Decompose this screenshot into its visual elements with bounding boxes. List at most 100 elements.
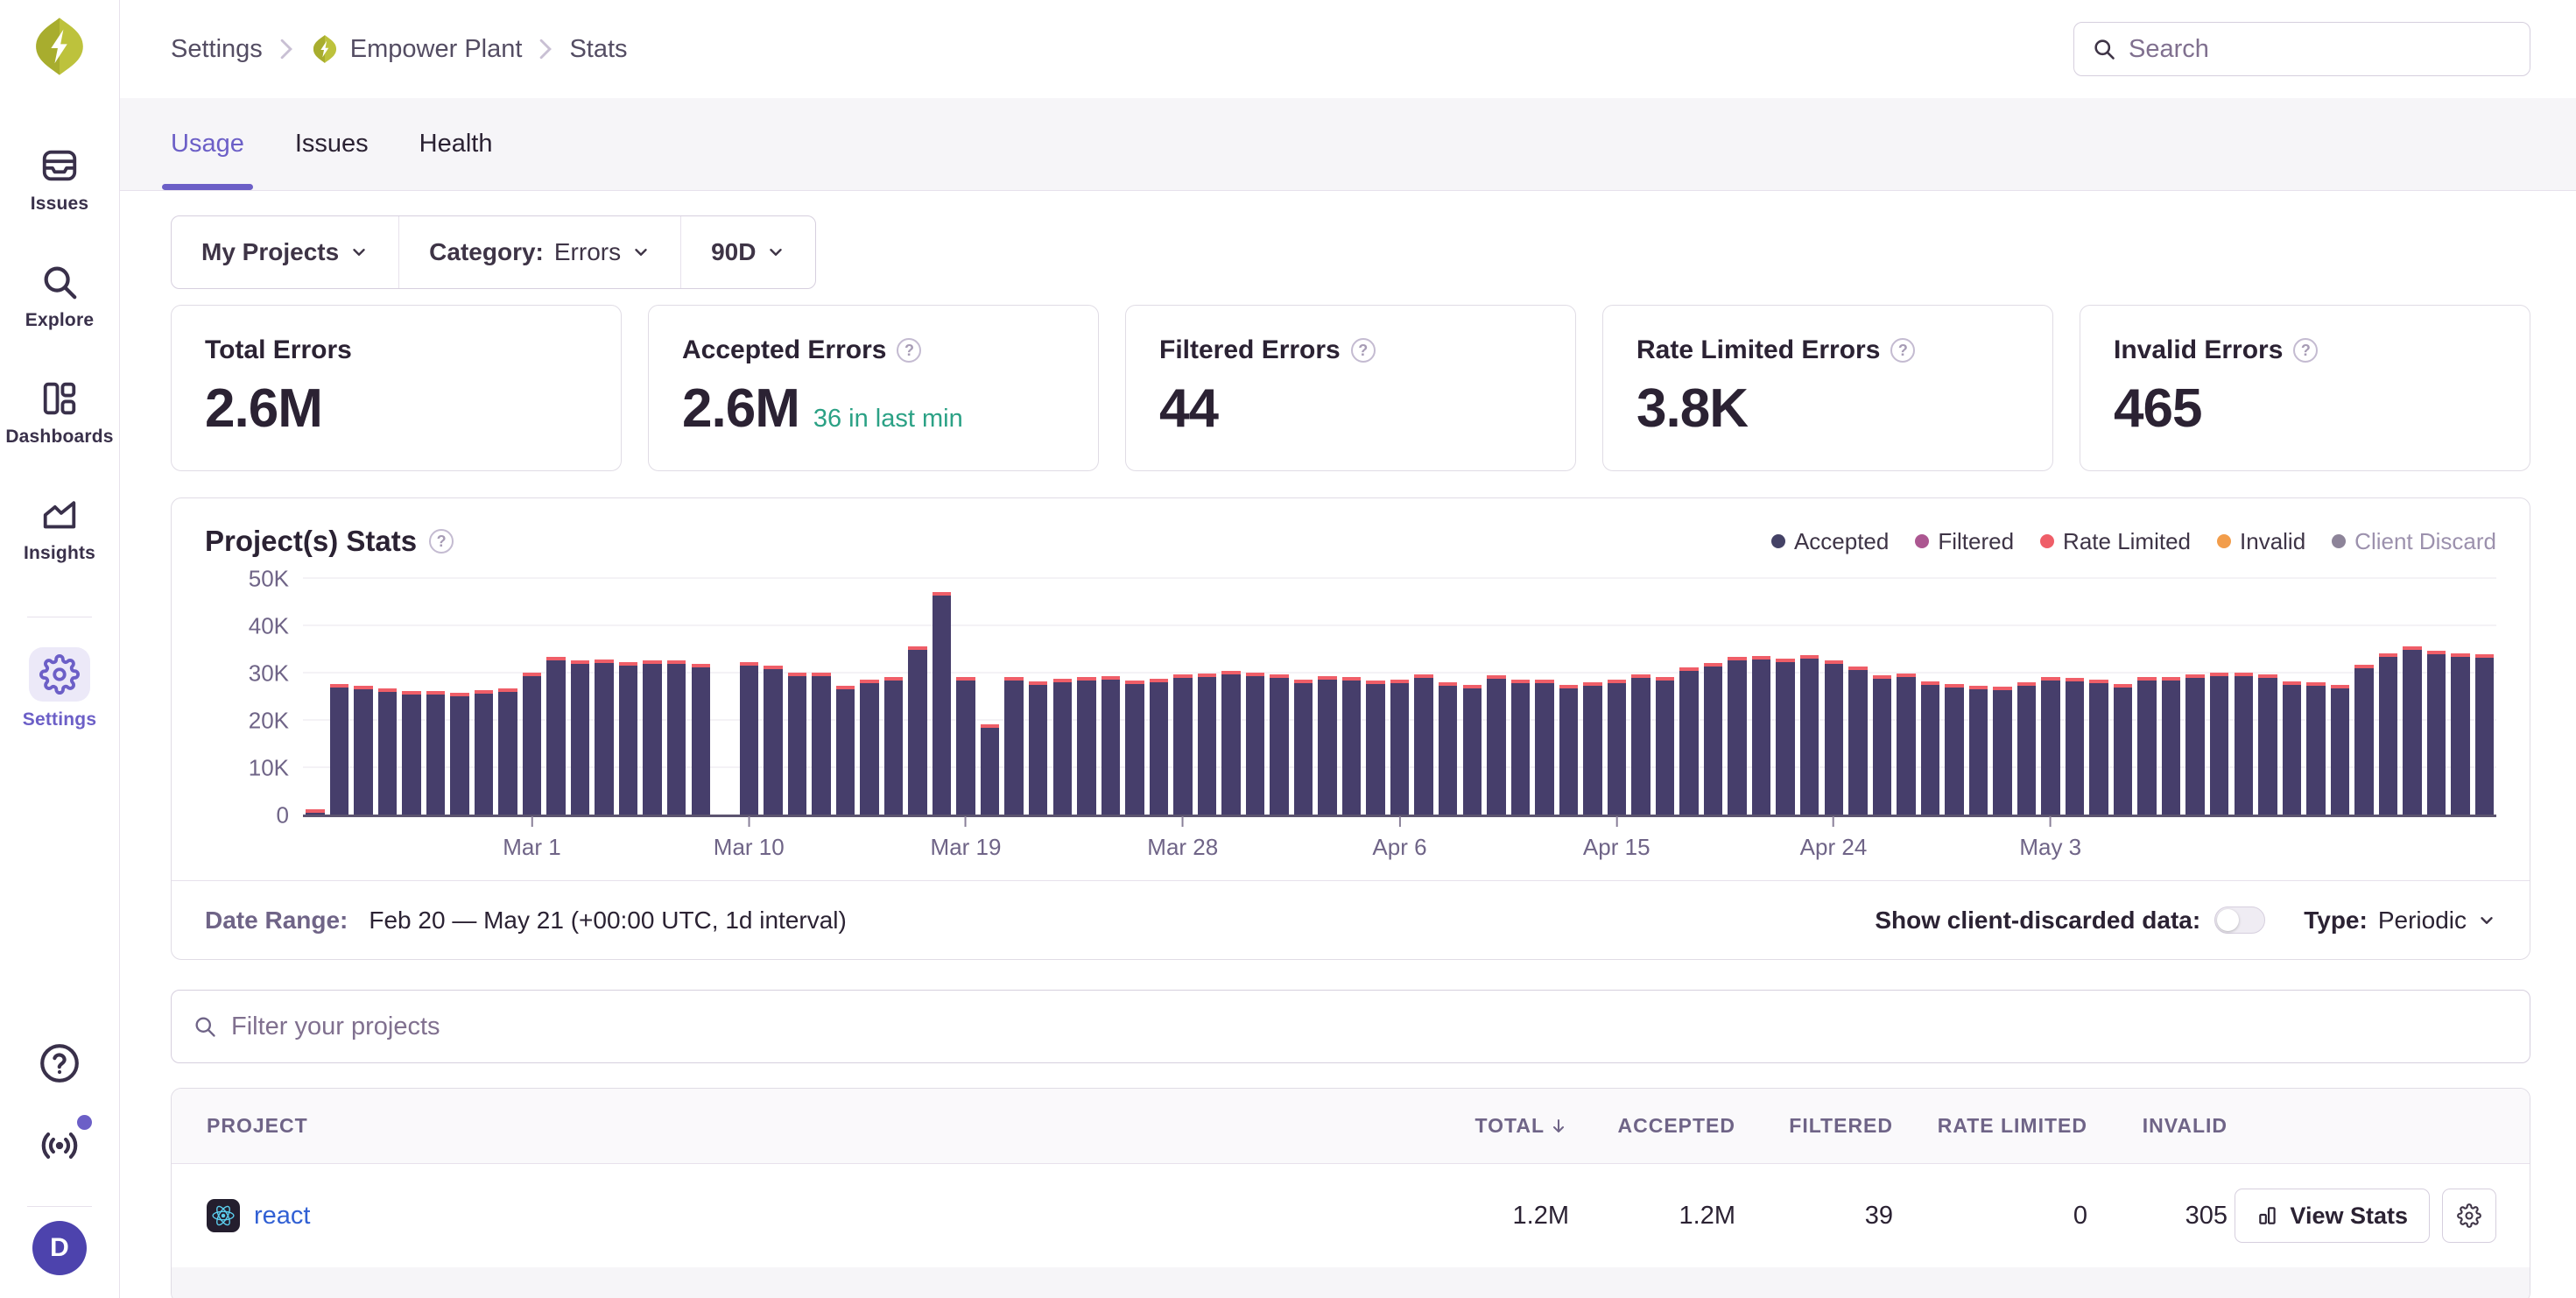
project-selector[interactable]: My Projects (172, 216, 398, 288)
bar[interactable] (640, 579, 665, 815)
bar[interactable] (351, 579, 376, 815)
column-header-total[interactable]: TOTAL (1394, 1114, 1569, 1138)
bar[interactable] (857, 579, 882, 815)
bar[interactable] (1388, 579, 1412, 815)
bar[interactable] (1701, 579, 1726, 815)
project-filter-input[interactable] (231, 1012, 2509, 1041)
bar[interactable] (1292, 579, 1316, 815)
column-header-rate-limited[interactable]: RATE LIMITED (1937, 1114, 2087, 1137)
whats-new-button[interactable] (38, 1115, 92, 1167)
bar[interactable] (2425, 579, 2449, 815)
bar[interactable] (568, 579, 593, 815)
breadcrumb-organization[interactable]: Empower Plant (310, 34, 522, 64)
bar[interactable] (496, 579, 520, 815)
bar[interactable] (1074, 579, 1099, 815)
bar[interactable] (399, 579, 424, 815)
bar[interactable] (2135, 579, 2159, 815)
category-selector[interactable]: Category: Errors (398, 216, 680, 288)
bar[interactable] (520, 579, 545, 815)
bar[interactable] (2376, 579, 2401, 815)
bar[interactable] (2304, 579, 2328, 815)
bar[interactable] (1580, 579, 1605, 815)
sidebar-item-insights[interactable]: Insights (24, 495, 95, 564)
bar[interactable] (2038, 579, 2063, 815)
bar[interactable] (1894, 579, 1918, 815)
bar[interactable] (882, 579, 906, 815)
bar[interactable] (785, 579, 810, 815)
bar[interactable] (713, 579, 737, 815)
bar[interactable] (1821, 579, 1846, 815)
bar[interactable] (2352, 579, 2376, 815)
bar[interactable] (665, 579, 689, 815)
bar[interactable] (930, 579, 954, 815)
tab-issues[interactable]: Issues (295, 98, 369, 190)
sidebar-item-explore[interactable]: Explore (25, 262, 94, 331)
bar[interactable] (2256, 579, 2280, 815)
question-circle-icon[interactable]: ? (897, 338, 922, 363)
sidebar-item-dashboards[interactable]: Dashboards (5, 378, 113, 448)
bar[interactable] (1605, 579, 1629, 815)
legend-accepted[interactable]: Accepted (1770, 528, 1889, 555)
bar[interactable] (1846, 579, 1870, 815)
bar[interactable] (761, 579, 785, 815)
bar[interactable] (2232, 579, 2256, 815)
bar[interactable] (1243, 579, 1268, 815)
help-button[interactable] (38, 1041, 81, 1085)
bar[interactable] (1653, 579, 1678, 815)
bar[interactable] (2063, 579, 2087, 815)
column-header-project[interactable]: PROJECT (207, 1114, 308, 1137)
project-settings-button[interactable] (2442, 1189, 2496, 1243)
bar[interactable] (1749, 579, 1774, 815)
bar[interactable] (2328, 579, 2353, 815)
bar[interactable] (809, 579, 834, 815)
bar[interactable] (1532, 579, 1557, 815)
bar[interactable] (1773, 579, 1798, 815)
search-input[interactable] (2129, 34, 2512, 64)
bar[interactable] (1798, 579, 1822, 815)
bar[interactable] (1267, 579, 1292, 815)
legend-invalid[interactable]: Invalid (2217, 528, 2305, 555)
bar[interactable] (1219, 579, 1243, 815)
bar[interactable] (1171, 579, 1195, 815)
tab-health[interactable]: Health (419, 98, 493, 190)
bar[interactable] (1340, 579, 1364, 815)
bar[interactable] (544, 579, 568, 815)
bar[interactable] (376, 579, 400, 815)
bar[interactable] (2183, 579, 2207, 815)
bar[interactable] (2111, 579, 2136, 815)
client-discard-toggle[interactable] (2214, 906, 2266, 934)
bar[interactable] (2448, 579, 2473, 815)
bar[interactable] (905, 579, 930, 815)
bar[interactable] (1918, 579, 1943, 815)
bar[interactable] (1460, 579, 1485, 815)
bar[interactable] (737, 579, 762, 815)
project-filter[interactable] (171, 990, 2530, 1063)
bar[interactable] (1411, 579, 1436, 815)
bar[interactable] (1509, 579, 1533, 815)
question-circle-icon[interactable]: ? (2293, 338, 2319, 363)
bar[interactable] (978, 579, 1003, 815)
type-selector[interactable]: Type: Periodic (2304, 906, 2496, 935)
bar[interactable] (1677, 579, 1701, 815)
bar[interactable] (472, 579, 496, 815)
question-circle-icon[interactable]: ? (1350, 338, 1376, 363)
bar[interactable] (1990, 579, 2015, 815)
tab-usage[interactable]: Usage (162, 98, 253, 190)
project-link[interactable]: react (254, 1201, 311, 1230)
bar[interactable] (327, 579, 352, 815)
bar[interactable] (954, 579, 978, 815)
bar[interactable] (1315, 579, 1340, 815)
bar[interactable] (1484, 579, 1509, 815)
bar[interactable] (1123, 579, 1147, 815)
legend-filtered[interactable]: Filtered (1915, 528, 2014, 555)
bar[interactable] (424, 579, 448, 815)
bar[interactable] (2207, 579, 2232, 815)
bar[interactable] (1967, 579, 1991, 815)
bar[interactable] (447, 579, 472, 815)
bar[interactable] (592, 579, 616, 815)
bar[interactable] (1147, 579, 1172, 815)
bar[interactable] (2015, 579, 2039, 815)
bar[interactable] (1629, 579, 1653, 815)
bar[interactable] (1557, 579, 1581, 815)
sidebar-item-issues[interactable]: Issues (31, 145, 89, 215)
